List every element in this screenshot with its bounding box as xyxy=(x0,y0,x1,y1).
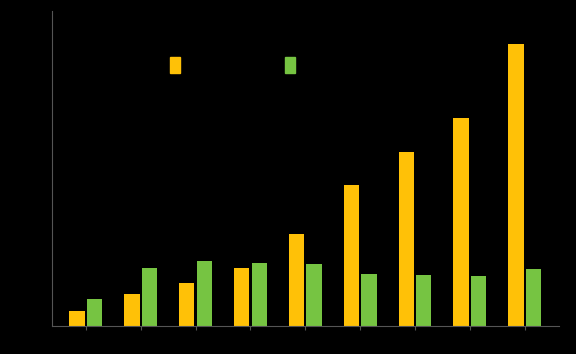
Bar xyxy=(508,44,524,326)
Bar xyxy=(252,263,267,326)
Bar xyxy=(471,276,486,326)
Bar xyxy=(453,118,469,326)
Bar xyxy=(526,269,541,326)
Bar xyxy=(142,268,157,326)
Bar xyxy=(87,299,103,326)
Bar xyxy=(344,185,359,326)
Bar xyxy=(306,264,322,326)
Bar xyxy=(196,261,212,326)
Bar xyxy=(361,274,377,326)
Bar xyxy=(399,152,414,326)
Bar xyxy=(289,234,304,326)
Bar xyxy=(124,294,139,326)
Bar xyxy=(69,311,85,326)
Bar xyxy=(416,275,431,326)
Bar xyxy=(234,268,249,326)
Bar xyxy=(179,282,195,326)
